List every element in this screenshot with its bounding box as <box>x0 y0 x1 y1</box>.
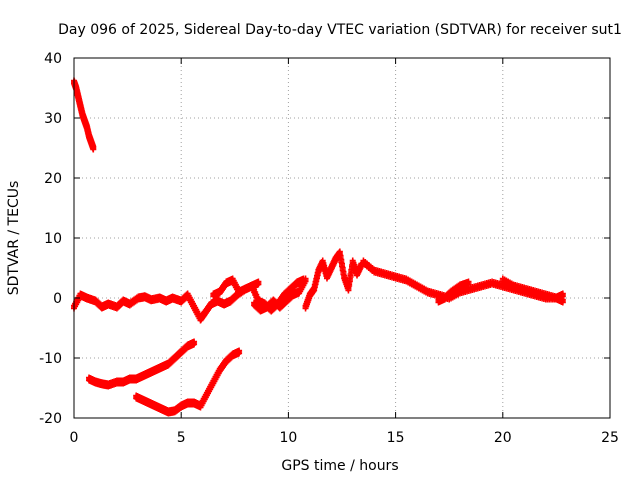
x-tick-label: 15 <box>387 430 405 446</box>
x-axis-label: GPS time / hours <box>281 458 398 474</box>
data-point <box>90 146 97 153</box>
series-morning-arc-lower <box>251 275 309 315</box>
x-tick-label: 20 <box>494 430 512 446</box>
y-tick-label: -10 <box>39 351 62 367</box>
x-tick-label: 0 <box>70 430 79 446</box>
series-midday-scatter <box>302 248 365 312</box>
series-afternoon-arc <box>435 278 472 306</box>
y-tick-label: 20 <box>44 171 62 187</box>
y-tick-label: -20 <box>39 411 62 427</box>
series-evening-band <box>499 275 566 306</box>
data-point <box>302 278 309 285</box>
series-low-track-two <box>133 347 243 417</box>
data-point <box>236 350 243 357</box>
y-tick-label: 40 <box>44 51 62 67</box>
x-tick-label: 10 <box>279 430 297 446</box>
y-axis-label: SDTVAR / TECUs <box>6 181 22 296</box>
y-tick-label: 0 <box>53 291 62 307</box>
series-morning-arc-upper <box>210 275 262 300</box>
x-tick-label: 5 <box>177 430 186 446</box>
y-tick-label: 30 <box>44 111 62 127</box>
data-point <box>255 281 262 288</box>
data-points <box>71 77 566 417</box>
axis-ticks: 0 5 10 15 20 25 -20 -10 0 10 20 30 40 <box>39 51 619 446</box>
chart-title: Day 096 of 2025, Sidereal Day-to-day VTE… <box>58 22 622 38</box>
series-steep-decline <box>71 77 97 153</box>
grid <box>74 58 610 418</box>
y-tick-label: 10 <box>44 231 62 247</box>
series-low-track-one <box>86 338 198 390</box>
data-point <box>559 299 566 306</box>
x-tick-label: 25 <box>601 430 619 446</box>
data-point <box>191 341 198 348</box>
data-point <box>465 281 472 288</box>
